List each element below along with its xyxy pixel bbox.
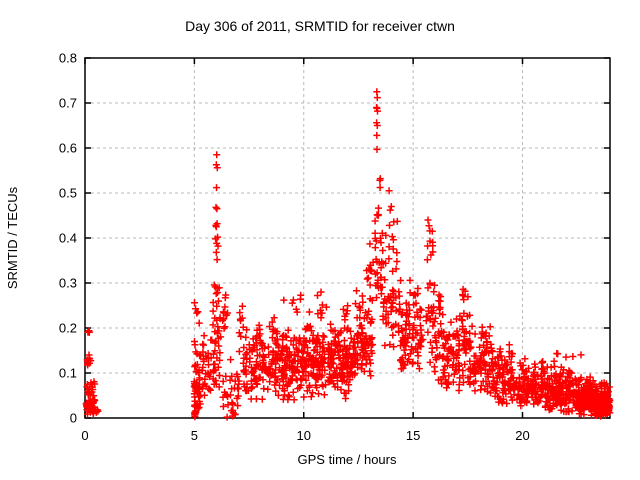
x-tick-label: 0 (81, 428, 88, 443)
data-points (82, 88, 614, 421)
x-tick-label: 20 (515, 428, 529, 443)
y-tick-label: 0.5 (59, 186, 77, 201)
y-axis-label: SRMTID / TECUs (5, 186, 20, 289)
x-tick-label: 5 (191, 428, 198, 443)
axis-ticks (84, 57, 610, 419)
y-tick-label: 0.2 (59, 321, 77, 336)
tick-labels: 0 5 10 15 20 0 0.1 0.2 0.3 0.4 0.5 0.6 0.7 0.8 (59, 51, 530, 444)
x-tick-label: 15 (406, 428, 420, 443)
y-tick-label: 0.8 (59, 51, 77, 66)
x-axis-label: GPS time / hours (298, 452, 397, 467)
grid-lines (85, 58, 610, 418)
y-tick-label: 0.1 (59, 366, 77, 381)
y-tick-label: 0.4 (59, 231, 77, 246)
y-tick-label: 0.6 (59, 141, 77, 156)
y-tick-label: 0 (70, 411, 77, 426)
y-tick-label: 0.7 (59, 96, 77, 111)
chart-title: Day 306 of 2011, SRMTID for receiver ctw… (185, 18, 455, 34)
x-tick-label: 10 (297, 428, 311, 443)
y-tick-label: 0.3 (59, 276, 77, 291)
